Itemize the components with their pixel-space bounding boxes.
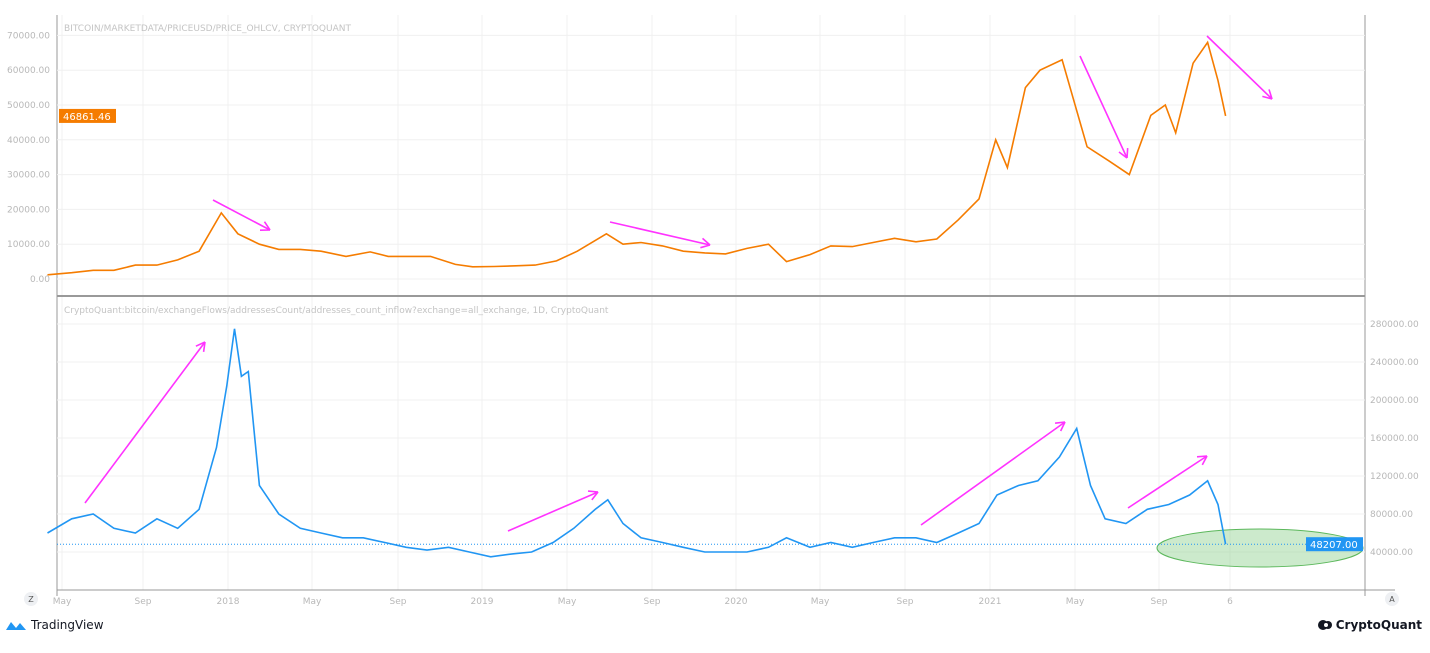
arrow-head (202, 341, 206, 353)
series-title: BITCOIN/MARKETDATA/PRICEUSD/PRICE_OHLCV,… (64, 24, 351, 34)
button-bg (1385, 592, 1399, 606)
annotation-arrow (1127, 455, 1208, 509)
y-tick-label: 160000.00 (1370, 434, 1419, 444)
auto-scale-left-button[interactable]: Z (24, 592, 38, 606)
arrow-shaft (212, 199, 271, 231)
arrow-head (701, 237, 711, 246)
arrow-shaft (1206, 35, 1273, 100)
arrow-head (700, 244, 711, 249)
button-bg (24, 592, 38, 606)
y-tick-label: 0.00 (30, 275, 50, 285)
x-tick-label: May (53, 597, 72, 607)
arrow-head (1196, 455, 1208, 458)
x-tick-label: Sep (390, 597, 407, 607)
arrow-head (1262, 95, 1273, 100)
cryptoquant-icon (1317, 620, 1332, 630)
x-tick-label: Sep (1151, 597, 1168, 607)
arrow-shaft (609, 221, 711, 246)
x-tick-label: Sep (135, 597, 152, 607)
tradingview-icon (6, 622, 26, 630)
arrow-head (1118, 151, 1128, 159)
arrow-head (1126, 147, 1129, 159)
annotation-arrow (920, 421, 1066, 526)
tradingview-label: TradingView (31, 618, 104, 632)
series-title: CryptoQuant:bitcoin/exchangeFlows/addres… (64, 306, 609, 316)
x-tick-label: May (1066, 597, 1085, 607)
annotation-arrow (84, 341, 206, 504)
arrow-head (195, 341, 206, 347)
series-line (47, 328, 1227, 558)
arrow-head (1054, 421, 1066, 425)
y-tick-label: 240000.00 (1370, 358, 1419, 368)
x-tick-label: 2021 (979, 597, 1002, 607)
x-tick-label: May (558, 597, 577, 607)
x-tick-label: 2020 (725, 597, 748, 607)
annotation-arrow (1206, 35, 1273, 100)
x-tick-label: 2018 (217, 597, 240, 607)
auto-scale-right-button[interactable]: A (1385, 592, 1399, 606)
y-tick-label: 120000.00 (1370, 472, 1419, 482)
y-tick-label: 10000.00 (7, 240, 50, 250)
annotation-arrow (609, 221, 711, 249)
arrow-head (1268, 89, 1273, 100)
y-tick-label: 80000.00 (1370, 510, 1413, 520)
y-tick-label: 40000.00 (7, 136, 50, 146)
x-tick-label: 2019 (471, 597, 494, 607)
arrow-head (1059, 421, 1066, 432)
arrow-shaft (1079, 55, 1128, 159)
last-value-label: 46861.46 (63, 112, 111, 123)
arrow-head (1201, 455, 1208, 466)
annotation-arrow (1079, 55, 1129, 159)
arrow-shaft (507, 491, 599, 532)
y-tick-label: 40000.00 (1370, 548, 1413, 558)
y-tick-label: 50000.00 (7, 101, 50, 111)
x-tick-label: May (811, 597, 830, 607)
last-value-label: 48207.00 (1310, 540, 1358, 551)
annotation-arrow (212, 199, 271, 231)
cryptoquant-logo: CryptoQuant (1317, 618, 1422, 632)
last-value-badge (59, 108, 116, 123)
tradingview-logo[interactable]: TradingView (5, 618, 104, 632)
x-tick-label: Sep (897, 597, 914, 607)
y-tick-label: 60000.00 (7, 66, 50, 76)
y-tick-label: 200000.00 (1370, 396, 1419, 406)
y-tick-label: 20000.00 (7, 205, 50, 215)
arrow-shaft (84, 341, 206, 504)
arrow-head (591, 491, 599, 501)
cryptoquant-label: CryptoQuant (1335, 618, 1422, 632)
arrow-shaft (1127, 455, 1208, 509)
last-value-badge (1306, 537, 1363, 552)
button-label: A (1389, 595, 1395, 604)
y-tick-label: 70000.00 (7, 31, 50, 41)
x-tick-label: Sep (644, 597, 661, 607)
button-label: Z (28, 595, 34, 604)
arrow-shaft (920, 421, 1066, 526)
arrow-head (587, 490, 599, 493)
y-tick-label: 280000.00 (1370, 320, 1419, 330)
x-tick-label: 6 (1227, 597, 1233, 607)
y-tick-label: 30000.00 (7, 171, 50, 181)
arrow-head (263, 221, 271, 231)
x-tick-label: May (303, 597, 322, 607)
series-line (47, 40, 1227, 276)
annotation-arrow (507, 490, 599, 532)
